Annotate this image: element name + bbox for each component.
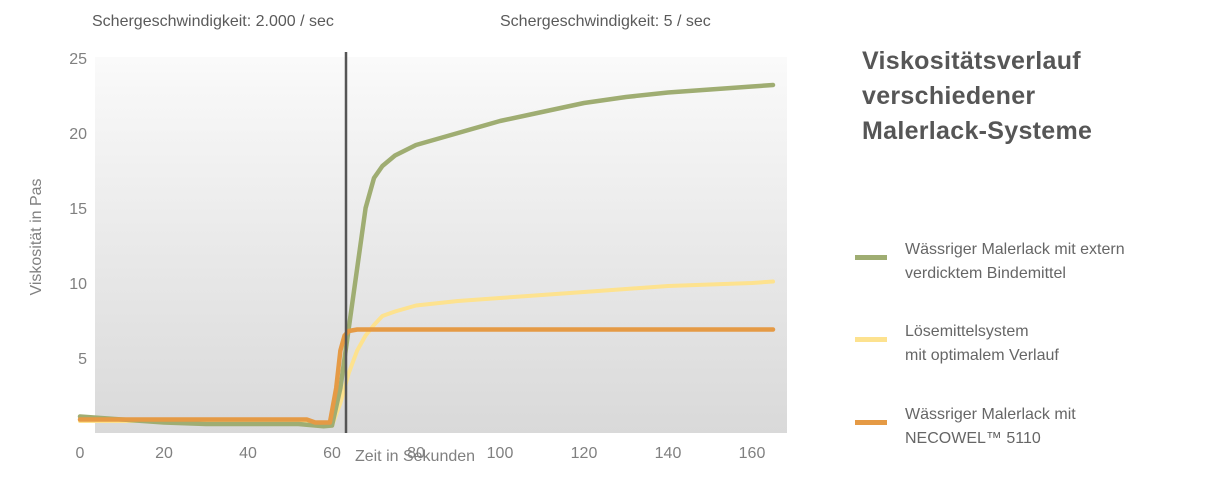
legend-label: Wässriger Malerlack mit NECOWEL™ 5110 <box>905 403 1076 451</box>
x-tick-label: 160 <box>739 445 766 462</box>
series-line <box>77 327 776 425</box>
legend-label: Wässriger Malerlack mit extern verdickte… <box>905 238 1125 286</box>
y-axis-ticks: 5 10 15 20 25 <box>69 51 87 368</box>
legend-label-line: Lösemittelsystem <box>905 323 1029 340</box>
x-tick-label: 0 <box>76 445 85 462</box>
chart-title-line: verschiedener <box>862 82 1036 110</box>
x-axis-label: Zeit in Sekunden <box>355 448 475 465</box>
legend-label: Lösemittelsystem mit optimalem Verlauf <box>905 320 1059 368</box>
y-axis-label: Viskosität in Pas <box>28 178 45 295</box>
legend-label-line: verdicktem Bindemittel <box>905 265 1066 282</box>
chart-title-line: Viskositätsverlauf <box>862 47 1081 75</box>
y-tick-label: 10 <box>69 276 87 293</box>
x-tick-label: 100 <box>487 445 514 462</box>
y-tick-label: 15 <box>69 201 87 218</box>
legend-label-line: NECOWEL™ 5110 <box>905 430 1041 447</box>
x-tick-label: 120 <box>571 445 598 462</box>
legend-label-line: Wässriger Malerlack mit extern <box>905 241 1125 258</box>
series-lines <box>77 82 776 429</box>
viscosity-chart: 5 10 15 20 25 0 20 40 60 80 100 120 140 160 Zeit in … <box>28 51 787 465</box>
legend-swatch <box>855 337 887 342</box>
legend-label-line: mit optimalem Verlauf <box>905 347 1059 364</box>
shear-rate-label-right: Schergeschwindigkeit: 5 / sec <box>500 13 711 30</box>
series-line <box>77 82 776 429</box>
x-axis-ticks: 0 20 40 60 80 100 120 140 160 <box>76 445 766 462</box>
x-tick-label: 80 <box>407 445 425 462</box>
x-tick-label: 140 <box>655 445 682 462</box>
legend-swatch <box>855 420 887 425</box>
y-tick-label: 25 <box>69 51 87 68</box>
legend-swatch <box>855 255 887 260</box>
chart-title: Viskositätsverlauf verschiedener Malerla… <box>862 44 1202 149</box>
chart-title-line: Malerlack-Systeme <box>862 117 1093 145</box>
plot-area <box>95 57 787 433</box>
y-tick-label: 20 <box>69 126 87 143</box>
x-tick-label: 20 <box>155 445 173 462</box>
legend-label-line: Wässriger Malerlack mit <box>905 406 1076 423</box>
shear-rate-label-left: Schergeschwindigkeit: 2.000 / sec <box>92 13 334 30</box>
y-tick-label: 5 <box>78 351 87 368</box>
x-tick-label: 60 <box>323 445 341 462</box>
x-tick-label: 40 <box>239 445 257 462</box>
